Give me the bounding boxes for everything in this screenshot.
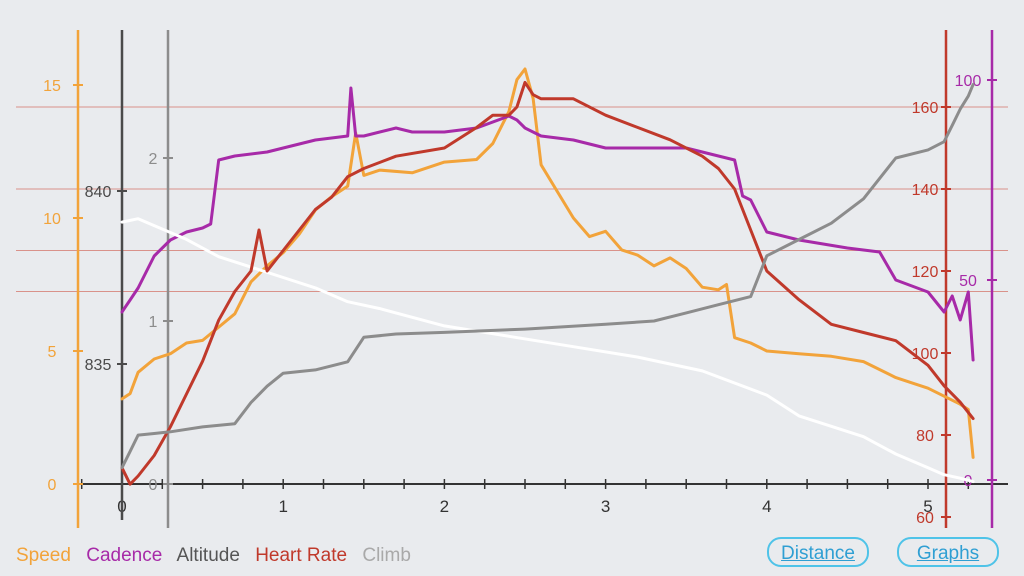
climb-tick-label: 0 [149,477,158,494]
speed-tick-label: 10 [43,211,61,228]
graphs-button[interactable]: Graphs [897,537,999,567]
altitude-tick-label: 840 [85,184,112,201]
x-tick-label: 4 [762,497,771,516]
altitude-tick-label: 835 [85,357,112,374]
speed-tick-label: 5 [48,344,57,361]
speed-tick-label: 0 [48,477,57,494]
x-tick-label: 2 [440,497,449,516]
x-tick-label: 3 [601,497,610,516]
cadence-tick-label: 50 [959,273,977,290]
series-line-speed [120,67,975,459]
climb-tick-label: 1 [149,314,158,331]
heart-rate-tick-label: 160 [912,100,939,117]
legend-altitude: Altitude [176,545,240,566]
legend-climb: Climb [362,545,411,566]
heart-rate-tick-label: 120 [912,264,939,281]
legend-cadence: Cadence [86,545,163,566]
series-line-climb [120,83,975,470]
speed-tick-label: 15 [43,78,61,95]
distance-button[interactable]: Distance [767,537,869,567]
heart-rate-tick-label: 60 [916,510,934,527]
legend-heart-rate: Heart Rate [255,545,348,566]
x-tick-label: 1 [278,497,287,516]
series-line-altitude [120,217,975,484]
legend: Speed Cadence Altitude Heart Rate Climb [16,545,421,567]
heart-rate-tick-label: 80 [916,428,934,445]
series-line-heart-rate [120,80,975,486]
series-line-cadence [120,86,975,362]
x-tick-label: 5 [923,497,932,516]
legend-speed: Speed [16,545,71,566]
climb-tick-label: 2 [149,151,158,168]
heart-rate-tick-label: 140 [912,182,939,199]
cadence-tick-label: 100 [955,73,982,90]
